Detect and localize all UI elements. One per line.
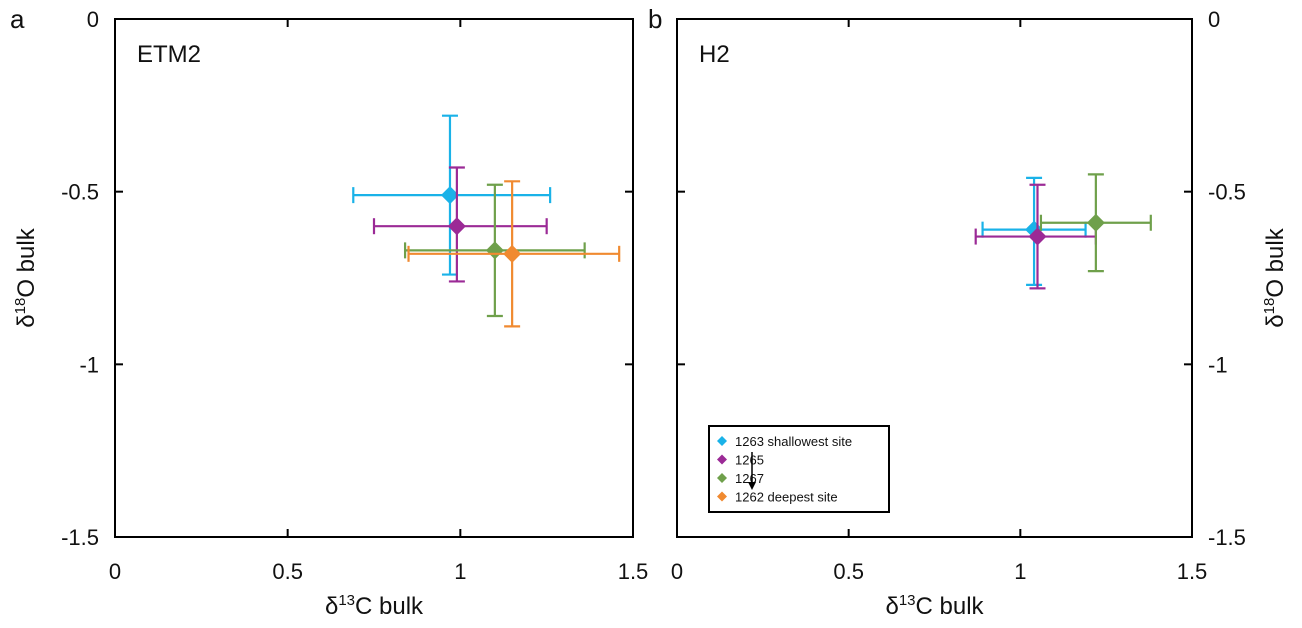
series-1267 [403, 183, 586, 318]
y-tick-label: -0.5 [1208, 180, 1246, 205]
panel-label: a [10, 4, 25, 34]
x-tick-label: 0.5 [833, 559, 864, 584]
x-tick-label: 1.5 [618, 559, 649, 584]
y-tick-label: -1 [79, 352, 99, 377]
plot-frame [114, 18, 634, 538]
data-point [1086, 213, 1105, 232]
x-tick-label: 0.5 [272, 559, 303, 584]
legend-entry-label: 1265 [735, 453, 764, 468]
y-tick-label: -1.5 [61, 525, 99, 550]
x-tick-label: 1.5 [1177, 559, 1208, 584]
series-1262 [407, 180, 621, 328]
x-tick-label: 0 [671, 559, 683, 584]
panel-label: b [648, 4, 662, 34]
legend-entry-label: 1267 [735, 471, 764, 486]
data-point [485, 241, 504, 260]
data-point [1028, 227, 1047, 246]
series-1265 [974, 183, 1097, 290]
data-point [440, 186, 459, 205]
legend-entry-label: 1262 deepest site [735, 490, 838, 505]
data-point [447, 217, 466, 236]
legend-marker [717, 473, 727, 483]
panel-title: ETM2 [137, 41, 201, 68]
legend-marker [717, 491, 727, 502]
y-tick-label: -0.5 [61, 180, 99, 205]
panel-b: 0 0.5 1 1.5 0 -0.5 -1 -1.5 δ13C bulk δ18O bulk b H2… [648, 4, 1289, 620]
x-tick-label: 1 [1014, 559, 1026, 584]
x-axis-title: δ13C bulk [325, 592, 424, 620]
depth-arrow-head [748, 482, 756, 490]
legend-marker [717, 454, 727, 465]
y-tick-label: -1 [1208, 352, 1228, 377]
series-1265 [372, 166, 548, 283]
x-axis-title: δ13C bulk [885, 592, 984, 620]
y-tick-label: 0 [87, 7, 99, 32]
legend-marker [717, 436, 727, 446]
y-axis-title: δ18O bulk [1261, 227, 1289, 327]
panel-a: 0 0.5 1 1.5 0 -0.5 -1 -1.5 δ13C bulk δ18O bulk a ET… [10, 4, 648, 620]
panel-title: H2 [699, 41, 730, 68]
series-1263 [352, 114, 552, 276]
data-point [503, 244, 522, 263]
y-axis-title: δ18O bulk [12, 227, 40, 327]
y-tick-label: 0 [1208, 7, 1220, 32]
legend-entry-label: 1263 shallowest site [735, 434, 852, 449]
x-tick-label: 1 [454, 559, 466, 584]
x-tick-label: 0 [109, 559, 121, 584]
plot-frame [676, 18, 1193, 538]
y-tick-label: -1.5 [1208, 525, 1246, 550]
legend: 1263 shallowest site 1265 1267 1262 deepest… [708, 425, 890, 513]
series-1267 [1039, 173, 1152, 273]
legend-box [708, 425, 890, 513]
